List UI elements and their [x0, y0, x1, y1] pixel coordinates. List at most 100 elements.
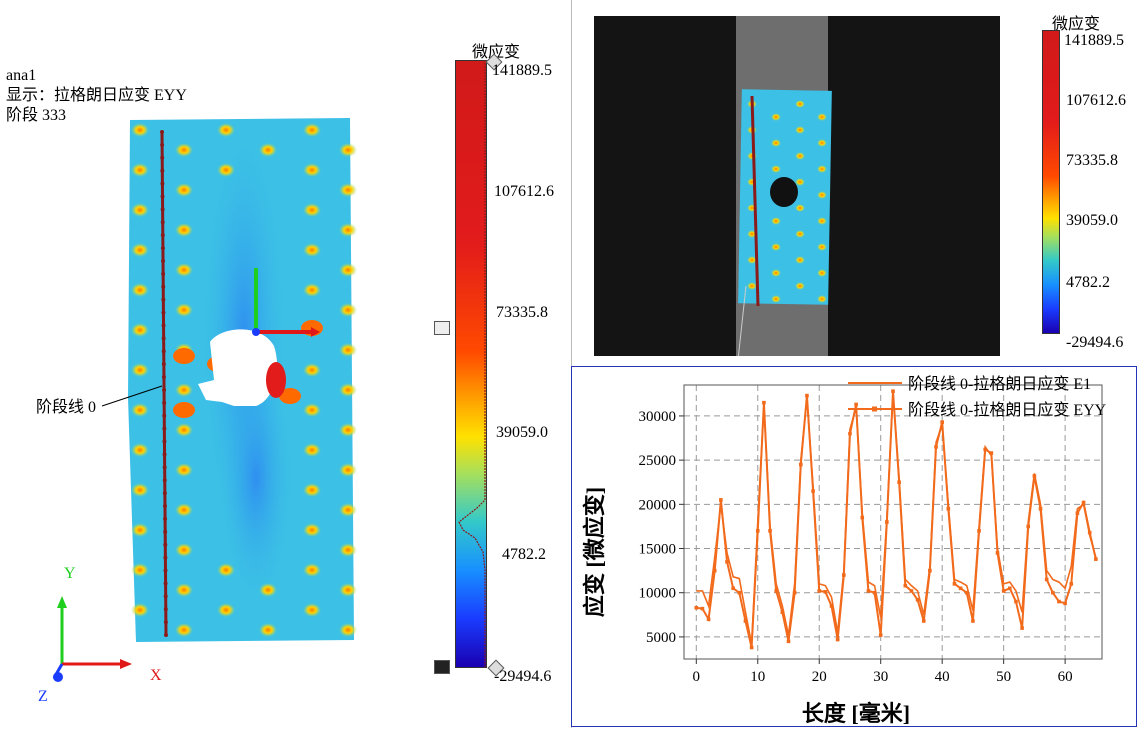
x-axis-label: X: [150, 667, 162, 684]
series-point: [712, 568, 717, 573]
series-point: [1094, 557, 1098, 561]
series-point: [977, 529, 981, 533]
series-point: [1014, 599, 1018, 604]
colorbar-tick-right: 107612.6: [1066, 92, 1126, 109]
series-point: [1020, 626, 1024, 630]
colorbar-tick: -29494.6: [494, 668, 552, 685]
analysis-name: ana1: [6, 67, 37, 84]
strain-contour-map[interactable]: [126, 118, 358, 644]
series-point: [817, 589, 822, 593]
z-axis-label: Z: [38, 688, 48, 705]
x-tick-label: 40: [935, 669, 950, 685]
series-point: [823, 590, 828, 594]
x-axis-title: 长度 [毫米]: [802, 701, 910, 725]
series-point: [891, 389, 895, 393]
series-point: [1087, 530, 1092, 535]
series-point: [829, 604, 834, 608]
colorbar-tick: 73335.8: [496, 304, 548, 321]
series-point: [725, 559, 729, 564]
stage-label: 阶段 333: [6, 107, 67, 124]
colorbar-right: [1042, 30, 1060, 334]
colorbar-tick: 141889.5: [492, 62, 552, 79]
y-tick-label: 20000: [639, 497, 677, 513]
series-point: [1044, 577, 1049, 582]
series-point: [1075, 511, 1080, 515]
series-point: [897, 480, 901, 485]
series-point: [934, 445, 938, 449]
colorbar-marker-mid[interactable]: [434, 321, 450, 335]
series-point: [866, 589, 871, 593]
series-point: [885, 520, 889, 524]
series-point: [903, 583, 908, 588]
x-tick-label: 20: [812, 669, 827, 685]
y-tick-label: 30000: [639, 409, 677, 425]
series-point: [1069, 582, 1074, 586]
series-point: [860, 515, 865, 520]
colorbar-title: 微应变: [472, 44, 521, 61]
series-point: [946, 506, 951, 511]
series-point: [958, 586, 963, 591]
series-point: [762, 400, 766, 405]
y-tick-label: 10000: [639, 586, 677, 602]
series-point: [921, 619, 926, 623]
series-point: [1032, 474, 1037, 478]
colorbar-marker-bottom-left[interactable]: [434, 660, 450, 674]
colorbar-histogram: [458, 60, 486, 668]
series-point: [1026, 524, 1031, 529]
series-point: [1081, 500, 1086, 505]
x-tick-label: 0: [693, 669, 701, 685]
series-point: [694, 605, 699, 610]
x-tick-label: 50: [996, 669, 1011, 685]
leader-line: [101, 385, 163, 407]
x-tick-label: 60: [1058, 669, 1073, 685]
legend-label: 阶段线 0-拉格朗日应变 EYY: [908, 400, 1107, 419]
series-point: [1001, 589, 1006, 593]
y-tick-label: 15000: [639, 542, 677, 558]
series-point: [928, 568, 932, 573]
series-point: [743, 619, 748, 623]
x-tick-label: 10: [750, 669, 765, 685]
series-line-2[interactable]: [696, 391, 1097, 648]
colorbar-tick-right: 39059.0: [1066, 212, 1118, 229]
series-point: [774, 589, 779, 593]
series-point: [780, 610, 785, 614]
colorbar-tick: 4782.2: [502, 546, 546, 563]
legend-label: 阶段线 0-拉格朗日应变 E1: [908, 374, 1091, 393]
strain-profile-chart[interactable]: 0 10 20 30 40 50 60 5000 10000 15000 20000 25000 300…: [572, 367, 1135, 726]
series-point: [798, 462, 803, 467]
series-point: [1038, 506, 1043, 511]
series-point: [755, 529, 760, 533]
series-point: [983, 447, 988, 452]
series-point: [1007, 586, 1012, 591]
series-point: [848, 431, 852, 436]
y-axis-label: Y: [64, 565, 76, 582]
axis-triad: [52, 596, 132, 682]
series-point: [878, 633, 883, 637]
colorbar-tick-right: 141889.5: [1064, 32, 1124, 49]
series-point: [1063, 601, 1067, 606]
x-tick-label: 30: [873, 669, 888, 685]
stage-line[interactable]: [160, 131, 168, 636]
series-point: [835, 637, 840, 642]
series-point: [737, 590, 742, 595]
series-point: [719, 498, 723, 502]
series-point: [811, 489, 815, 493]
strain-field-view[interactable]: ana1 显示：拉格朗日应变 EYY 阶段 333: [0, 0, 572, 728]
series-point: [952, 582, 957, 586]
series-point: [1051, 590, 1055, 595]
colorbar-tick-right: -29494.6: [1066, 334, 1124, 351]
series-point: [995, 551, 1000, 555]
series-point: [964, 590, 969, 595]
series-point: [786, 639, 791, 644]
series-point: [909, 589, 914, 593]
legend-marker: [872, 406, 877, 412]
camera-image-overlay[interactable]: [594, 16, 1000, 356]
series-point: [749, 645, 754, 650]
y-tick-label: 25000: [639, 453, 677, 469]
colorbar: [455, 60, 487, 668]
colorbar-tick: 39059.0: [496, 424, 548, 441]
series-point: [805, 393, 809, 398]
series-point: [940, 420, 944, 424]
strain-profile-chart-panel[interactable]: 0 10 20 30 40 50 60 5000 10000 15000 20000 25000 300…: [571, 366, 1137, 727]
colorbar-tick-right: 4782.2: [1066, 274, 1110, 291]
